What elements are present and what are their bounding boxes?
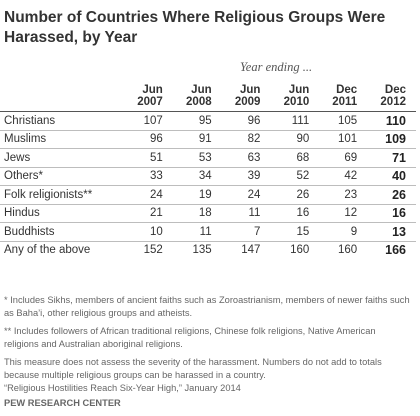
row-label: Christians xyxy=(0,111,124,131)
column-header-month: Jun xyxy=(288,84,310,96)
table-row: Any of the above 152 135 147 160 160 166 xyxy=(0,241,416,259)
table-cell: 96 xyxy=(221,111,271,131)
table-cell: 53 xyxy=(172,148,222,168)
column-header-month: Jun xyxy=(142,84,163,96)
column-header-jun-2010: Jun 2010 xyxy=(270,84,320,112)
column-header-year: 2008 xyxy=(186,96,212,108)
row-label: Jews xyxy=(0,148,124,168)
table-cell: 42 xyxy=(319,167,368,186)
row-label: Muslims xyxy=(0,130,124,149)
table-row: Folk religionists** 24 19 24 26 23 26 xyxy=(0,185,416,205)
table-cell: 16 xyxy=(270,204,320,223)
table-cell: 105 xyxy=(319,111,368,131)
table-cell: 101 xyxy=(319,130,368,149)
notes: * Includes Sikhs, members of ancient fai… xyxy=(4,294,412,387)
table-cell: 23 xyxy=(319,185,368,205)
table-cell: 39 xyxy=(221,167,271,186)
table-cell: 63 xyxy=(221,148,271,168)
table-cell: 11 xyxy=(221,204,271,223)
table-row: Christians 107 95 96 111 105 110 xyxy=(0,111,416,131)
table-cell: 7 xyxy=(221,222,271,242)
table-cell: 10 xyxy=(124,222,173,242)
table-cell: 160 xyxy=(290,244,310,257)
table-cell: 160 xyxy=(337,244,358,257)
column-header-month: Jun xyxy=(239,84,261,96)
table-cell: 71 xyxy=(367,148,416,168)
column-header-dec-2012: Dec 2012 xyxy=(367,84,416,112)
table-cell: 26 xyxy=(367,185,416,205)
note-folk-religionists: ** Includes followers of African traditi… xyxy=(4,326,376,349)
table-cell: 16 xyxy=(367,204,416,223)
table-cell: 13 xyxy=(367,222,416,242)
table-cell: 33 xyxy=(124,167,173,186)
table-cell: 40 xyxy=(367,167,416,186)
table-row: Jews 51 53 63 68 69 71 xyxy=(0,148,416,168)
table-cell: 82 xyxy=(221,130,271,149)
header-row: Jun 2007 Jun 2008 Jun 2009 Jun 2010 Dec 2011 Dec 20… xyxy=(0,84,416,112)
column-header-jun-2007: Jun 2007 xyxy=(124,84,173,112)
table-cell: 91 xyxy=(172,130,222,149)
column-header-month: Dec xyxy=(384,84,406,96)
table-cell: 110 xyxy=(367,111,416,131)
table-cell: 9 xyxy=(319,222,368,242)
table-cell: 26 xyxy=(270,185,320,205)
brand-name: PEW RESEARCH CENTER xyxy=(4,398,121,408)
table-cell: 69 xyxy=(319,148,368,168)
table-cell: 96 xyxy=(124,130,173,149)
data-table: Jun 2007 Jun 2008 Jun 2009 Jun 2010 Dec 2011 Dec 20… xyxy=(0,84,416,259)
table-cell: 95 xyxy=(172,111,222,131)
table-body: Christians 107 95 96 111 105 110 Muslims 96 91 82 9… xyxy=(0,111,416,260)
source-note: “Religious Hostilities Reach Six-Year Hi… xyxy=(4,383,241,393)
table-cell: 107 xyxy=(124,111,173,131)
column-header-year: 2009 xyxy=(234,96,261,108)
row-header-blank xyxy=(0,84,124,112)
table-cell: 34 xyxy=(172,167,222,186)
table-cell: 52 xyxy=(270,167,320,186)
table-cell: 19 xyxy=(172,185,222,205)
column-header-jun-2009: Jun 2009 xyxy=(221,84,271,112)
table-cell: 15 xyxy=(270,222,320,242)
table-cell: 24 xyxy=(124,185,173,205)
row-label: Hindus xyxy=(0,204,124,223)
column-header-year: 2011 xyxy=(332,96,358,108)
table-cell: 109 xyxy=(367,130,416,149)
table-row: Muslims 96 91 82 90 101 109 xyxy=(0,130,416,149)
row-label: Buddhists xyxy=(0,222,124,242)
table-row: Hindus 21 18 11 16 12 16 xyxy=(0,204,416,223)
note-others: * Includes Sikhs, members of ancient fai… xyxy=(4,295,410,318)
table-cell: 68 xyxy=(270,148,320,168)
table-cell: 24 xyxy=(221,185,271,205)
column-header-year: 2010 xyxy=(283,96,310,108)
table-cell: 11 xyxy=(172,222,222,242)
table-cell: 51 xyxy=(124,148,173,168)
row-label: Folk religionists** xyxy=(0,185,124,205)
table-cell: 166 xyxy=(385,243,406,258)
table-cell: 111 xyxy=(270,111,320,131)
table-cell: 135 xyxy=(192,244,212,257)
table-cell: 152 xyxy=(143,244,163,257)
table-cell: 12 xyxy=(319,204,368,223)
year-ending-subtitle: Year ending ... xyxy=(240,60,313,74)
table-row: Buddhists 10 11 7 15 9 13 xyxy=(0,222,416,242)
row-label: Others* xyxy=(0,167,124,186)
column-header-year: 2007 xyxy=(137,96,163,108)
table-cell: 18 xyxy=(172,204,222,223)
column-header-jun-2008: Jun 2008 xyxy=(172,84,222,112)
table-cell: 147 xyxy=(241,244,261,257)
table-row: Others* 33 34 39 52 42 40 xyxy=(0,167,416,186)
column-header-dec-2011: Dec 2011 xyxy=(319,84,368,112)
column-header-month: Jun xyxy=(191,84,212,96)
row-label: Any of the above xyxy=(4,244,91,257)
table-cell: 21 xyxy=(124,204,173,223)
column-header-year: 2012 xyxy=(380,96,406,108)
note-measure: This measure does not assess the severit… xyxy=(4,357,382,380)
table-cell: 90 xyxy=(270,130,320,149)
column-header-month: Dec xyxy=(336,84,358,96)
chart-title: Number of Countries Where Religious Grou… xyxy=(4,9,386,46)
